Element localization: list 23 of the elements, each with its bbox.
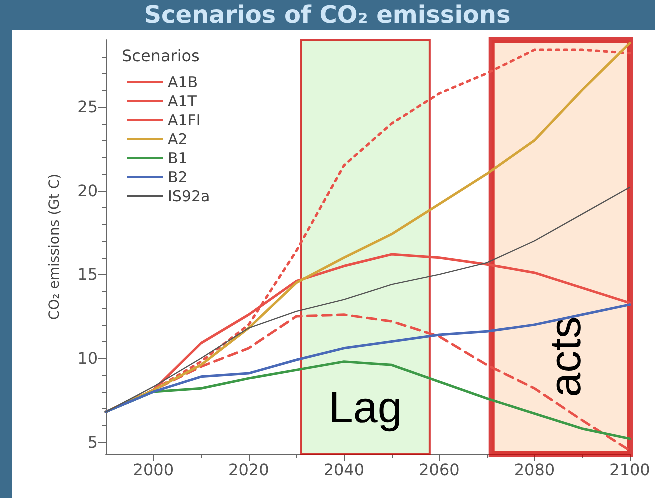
y-tick-label: 10 [78,348,98,368]
y-tick-label: 25 [78,98,98,117]
band-label: Lag [328,384,402,432]
chart-title: Scenarios of CO₂ emissions [143,0,512,30]
legend-label: A1FI [168,112,201,130]
y-tick-label: 20 [78,181,98,200]
y-axis-title: CO₂ emissions (Gt C) [47,174,63,320]
legend-label: A1T [168,92,198,110]
legend-label: B2 [168,168,188,186]
x-tick-label: 2040 [324,460,365,480]
legend-label: B1 [168,150,188,168]
legend-label: IS92a [168,188,210,206]
band-label: acts [541,316,590,398]
legend-title: Scenarios [122,46,200,66]
x-tick-label: 2080 [514,460,556,480]
y-tick-label: 15 [78,265,98,284]
legend-label: A1B [168,74,198,92]
y-tick-label: 5 [88,432,98,452]
x-tick-label: 2100 [610,460,650,480]
x-tick-label: 2020 [228,460,270,480]
x-tick-label: 2000 [133,460,174,480]
legend-label: A2 [168,130,188,148]
x-tick-label: 2060 [419,460,460,480]
